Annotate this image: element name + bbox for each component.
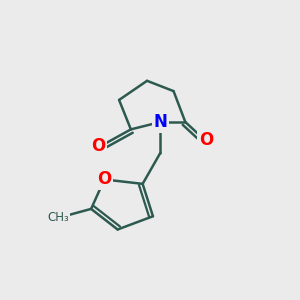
Text: O: O (91, 137, 106, 155)
Text: O: O (97, 170, 112, 188)
Text: N: N (153, 113, 167, 131)
Text: CH₃: CH₃ (48, 211, 70, 224)
Text: O: O (199, 131, 213, 149)
